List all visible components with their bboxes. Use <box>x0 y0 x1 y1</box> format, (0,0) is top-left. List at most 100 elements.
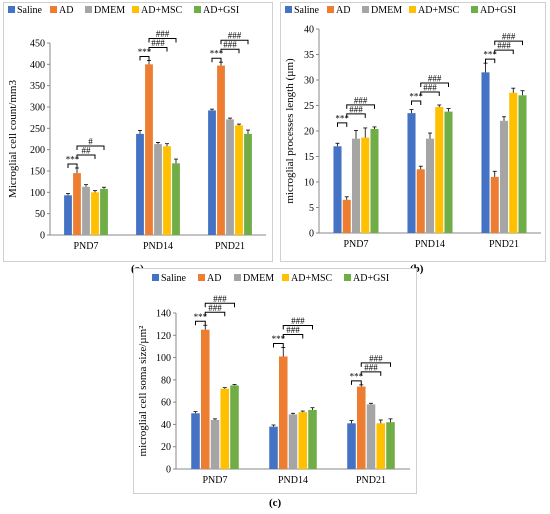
legend-swatch-ad <box>50 6 57 13</box>
bar-ad-pnd21 <box>490 176 499 233</box>
significance-bracket <box>420 82 449 87</box>
significance-label: *** <box>210 49 224 59</box>
y-tick-label: 50 <box>35 209 45 220</box>
chart-b-svg: Saline AD DMEM AD+MSC AD+GSI 0 5 10 15 20 25 30 35 40… <box>284 5 541 250</box>
significance-bracket <box>76 154 96 160</box>
bar-dmem-pnd14 <box>288 414 298 469</box>
legend-label-dmem: DMEM <box>243 273 274 284</box>
bar-dmem-pnd7 <box>210 419 220 469</box>
bar-ad-msc-pnd21 <box>235 125 243 235</box>
bar-saline-pnd7 <box>64 195 72 235</box>
y-tick-label: 30 <box>304 76 314 87</box>
significance-bracket <box>204 311 226 317</box>
bar-dmem-pnd21 <box>499 120 509 233</box>
significance-bracket <box>411 100 422 105</box>
bar-ad-gsi-pnd7 <box>370 128 379 233</box>
legend-label-ad: AD <box>207 273 221 284</box>
significance-label: ### <box>223 40 237 50</box>
bar-ad-gsi-pnd21 <box>386 422 395 469</box>
significance-bracket <box>148 37 177 43</box>
legend-swatch-ad-msc <box>282 274 289 281</box>
y-tick-label: 80 <box>161 375 171 386</box>
chart-panel-c: Saline AD DMEM AD+MSC AD+GSI 0 20 40 60 80 100 120 1… <box>133 268 417 494</box>
x-tick-label: PND7 <box>343 239 368 250</box>
significance-label: ### <box>364 362 378 372</box>
legend-swatch-ad-gsi <box>194 6 201 13</box>
y-tick-label: 450 <box>30 39 45 50</box>
y-tick-label: 60 <box>161 398 171 409</box>
y-axis-label: Microglial cell count/mm3 <box>7 80 19 198</box>
legend-label-ad-gsi: AD+GSI <box>203 5 239 16</box>
significance-bracket <box>360 371 382 376</box>
significance-bracket <box>485 58 496 64</box>
legend-swatch-ad-gsi <box>471 6 478 13</box>
significance-bracket <box>282 334 304 339</box>
chart-a-svg: Saline AD DMEM AD+MSC AD+GSI 0 50 100 150 200 250 3… <box>7 5 266 252</box>
legend-swatch-ad <box>198 274 205 281</box>
significance-label: ### <box>291 316 305 326</box>
legend-swatch-saline <box>152 274 159 281</box>
y-tick-label: 10 <box>304 178 314 189</box>
significance-bracket <box>360 362 391 367</box>
significance-label: ### <box>286 325 300 335</box>
legend-label-ad-msc: AD+MSC <box>418 5 460 16</box>
bar-saline-pnd21 <box>347 423 356 469</box>
legend-label-saline: Saline <box>161 273 187 284</box>
significance-bracket <box>211 57 222 63</box>
legend-swatch-dmem <box>234 274 241 281</box>
significance-bracket <box>346 113 366 118</box>
significance-label: ### <box>228 31 242 41</box>
bar-ad-gsi-pnd14 <box>444 111 453 233</box>
bar-ad-gsi-pnd14 <box>172 163 180 235</box>
significance-bracket <box>351 380 362 385</box>
significance-bracket <box>76 145 105 151</box>
bar-ad-msc-pnd7 <box>361 137 370 233</box>
significance-label: ### <box>349 104 363 114</box>
significance-bracket <box>337 122 348 127</box>
legend-label-ad-msc: AD+MSC <box>291 273 333 284</box>
x-tick-label: PND14 <box>143 241 173 252</box>
significance-label: ### <box>497 41 511 51</box>
y-tick-label: 100 <box>30 188 45 199</box>
x-tick-label: PND21 <box>215 241 245 252</box>
legend-label-dmem: DMEM <box>94 5 125 16</box>
bar-dmem-pnd7 <box>351 138 361 233</box>
significance-label: *** <box>272 334 286 344</box>
bar-ad-gsi-pnd7 <box>230 385 239 469</box>
legend-label-dmem: DMEM <box>371 5 402 16</box>
bar-saline-pnd14 <box>136 133 144 235</box>
legend-swatch-dmem <box>85 6 92 13</box>
y-tick-label: 140 <box>156 309 171 320</box>
bar-saline-pnd7 <box>191 413 200 469</box>
legend-label-saline: Saline <box>17 5 43 16</box>
x-tick-label: PND14 <box>415 239 445 250</box>
y-tick-label: 5 <box>309 203 314 214</box>
significance-label: *** <box>483 50 497 60</box>
y-tick-label: 20 <box>304 127 314 138</box>
bar-ad-pnd7 <box>200 329 210 469</box>
significance-bracket <box>67 163 78 169</box>
y-tick-label: 40 <box>304 25 314 36</box>
chart-panel-b: Saline AD DMEM AD+MSC AD+GSI 0 5 10 15 20 25 30 35 40… <box>280 2 546 262</box>
significance-label: ### <box>428 73 442 83</box>
y-tick-label: 250 <box>30 124 45 135</box>
chart-panel-a: Saline AD DMEM AD+MSC AD+GSI 0 50 100 150 200 250 3… <box>3 2 273 262</box>
x-tick-label: PND7 <box>73 241 98 252</box>
significance-bracket <box>220 39 249 45</box>
bar-ad-msc-pnd21 <box>509 92 518 233</box>
legend-swatch-ad-msc <box>132 6 139 13</box>
y-tick-label: 150 <box>30 167 45 178</box>
bar-saline-pnd21 <box>481 72 490 233</box>
significance-label: *** <box>138 47 152 57</box>
significance-bracket <box>204 302 235 308</box>
bar-saline-pnd7 <box>333 146 342 233</box>
legend-swatch-dmem <box>362 6 369 13</box>
legend-swatch-saline <box>8 6 15 13</box>
x-tick-label: PND14 <box>278 475 308 486</box>
significance-bracket <box>346 104 375 109</box>
significance-bracket <box>139 55 150 61</box>
significance-label: ### <box>208 303 222 313</box>
bar-ad-msc-pnd7 <box>220 388 230 469</box>
significance-bracket <box>282 325 313 330</box>
chart-c-svg: Saline AD DMEM AD+MSC AD+GSI 0 20 40 60 80 100 120 1… <box>137 273 410 486</box>
